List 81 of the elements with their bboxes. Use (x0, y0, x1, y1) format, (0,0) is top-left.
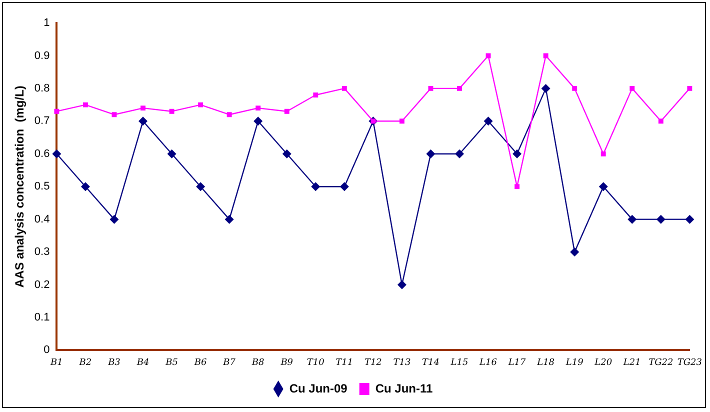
x-tick-label: L18 (536, 358, 555, 368)
legend-label: Cu Jun-09 (289, 381, 348, 396)
point (226, 112, 232, 118)
x-tick-label: B2 (78, 358, 92, 368)
point (397, 280, 406, 290)
y-tick-label: 0.2 (34, 278, 50, 291)
point (140, 106, 146, 111)
x-tick-label: L21 (622, 358, 641, 368)
point (514, 184, 520, 190)
x-tick-label: TG22 (648, 358, 674, 368)
x-tick-label: B4 (136, 358, 150, 368)
y-tick-label: 0.8 (34, 82, 50, 94)
point (486, 53, 491, 58)
y-tick-label: 0.7 (34, 115, 50, 128)
point (455, 149, 464, 158)
point (82, 102, 88, 108)
x-tick-label: T10 (306, 358, 325, 368)
point (630, 86, 635, 91)
point (600, 151, 606, 156)
y-tick-label: 0.5 (34, 180, 50, 193)
point (484, 116, 493, 126)
y-tick-label: 0.1 (34, 312, 50, 324)
x-tick-label: L15 (450, 358, 468, 368)
x-tick-label: L20 (594, 358, 612, 368)
point (658, 118, 664, 124)
point (457, 86, 462, 91)
x-tick-label: B7 (222, 358, 236, 368)
point (313, 92, 318, 98)
point (399, 118, 404, 124)
y-tick-label: 1 (44, 17, 50, 30)
point (54, 108, 60, 114)
y-tick-label: 0.3 (34, 246, 50, 258)
point (656, 214, 666, 224)
x-tick-label: T13 (393, 358, 411, 368)
legend-label: Cu Jun-11 (375, 381, 434, 396)
point (628, 214, 637, 224)
point (254, 116, 263, 126)
point (196, 182, 206, 192)
x-tick-label: B1 (50, 358, 63, 368)
x-tick-label: B3 (107, 358, 121, 368)
y-axis-title: AAS analysis concentration (mg/L) (12, 86, 27, 288)
point (282, 149, 292, 158)
point (112, 112, 117, 118)
point (110, 214, 119, 224)
point (340, 182, 349, 192)
x-tick-label: B8 (250, 358, 265, 368)
point (598, 182, 608, 192)
point (512, 149, 522, 158)
y-tick-label: 0.9 (34, 50, 50, 62)
y-tick-label: 0.6 (34, 148, 50, 160)
x-tick-label: T12 (364, 358, 382, 368)
point (224, 214, 234, 224)
y-tick-label: 0 (44, 344, 50, 356)
point (543, 53, 548, 58)
point (169, 108, 174, 114)
x-tick-label: L17 (507, 358, 526, 368)
point (198, 102, 204, 108)
point (138, 116, 148, 126)
x-tick-label: L16 (478, 358, 498, 368)
point (80, 182, 90, 192)
point (284, 108, 290, 114)
x-tick-label: T14 (422, 358, 440, 368)
point (426, 149, 436, 158)
point (311, 182, 320, 192)
x-tick-label: B9 (280, 358, 294, 368)
point (685, 214, 694, 224)
point (256, 106, 261, 111)
point (541, 84, 550, 93)
point (342, 86, 347, 91)
point (428, 86, 434, 91)
x-tick-label: T11 (336, 358, 354, 368)
y-tick-label: 0.4 (34, 213, 50, 226)
point (167, 149, 176, 158)
point (687, 86, 692, 91)
x-tick-label: TG23 (677, 358, 702, 368)
x-tick-label: B5 (164, 358, 178, 368)
x-tick-label: B6 (193, 358, 207, 368)
x-tick-label: L19 (564, 358, 584, 368)
point (52, 149, 62, 158)
point (572, 86, 578, 91)
point (570, 248, 580, 257)
